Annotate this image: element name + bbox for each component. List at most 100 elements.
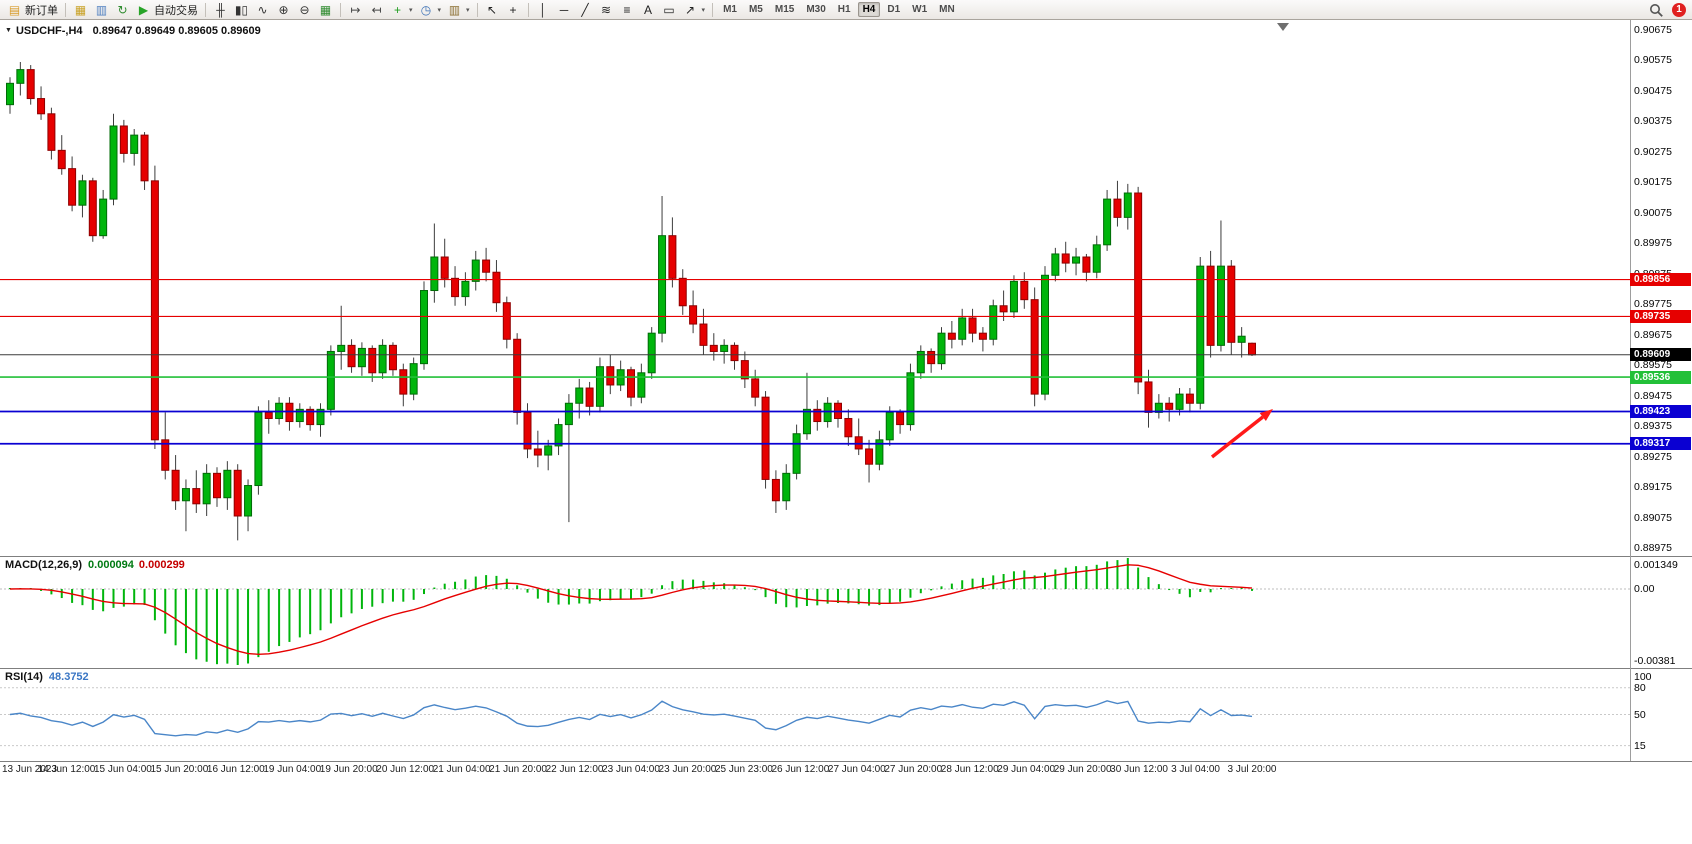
vertical-line-icon: │ xyxy=(539,2,547,17)
timeframe-m15-button[interactable]: M15 xyxy=(774,4,795,15)
text-button[interactable]: A xyxy=(638,1,659,19)
text-label-icon: ▭ xyxy=(663,2,675,17)
main-toolbar: ▤ 新订单 ▦ ▥ ↻ ▶ 自动交易 ╫ ▮▯ ∿ ⊕ ⊖ ▦ ↦ ↤ + ▾ ◷ ▾ ▥ ▾ ↖ + │ ─ ╱ ≋ ≡ A ▭ ↗ ▾ M1… xyxy=(0,0,1692,20)
auto-trading-button-label: 自动交易 xyxy=(154,4,198,17)
notification-badge[interactable]: 1 xyxy=(1672,3,1686,17)
text-icon: A xyxy=(644,2,653,17)
horizontal-line-objects[interactable] xyxy=(0,278,1630,445)
symbol-period-label: USDCHF-,H4 xyxy=(15,25,83,37)
cursor-icon: ↖ xyxy=(487,2,498,17)
objects-dropdown-icon[interactable]: ▼ xyxy=(5,27,12,34)
chart-shift-marker[interactable] xyxy=(1277,23,1289,31)
ohlc-values: 0.89647 0.89649 0.89605 0.89609 xyxy=(92,25,261,37)
zoom-in-button[interactable]: ⊕ xyxy=(273,1,294,19)
periods-icon: ◷ xyxy=(420,2,432,17)
indicators-icon: + xyxy=(393,2,401,17)
zoom-out-icon: ⊖ xyxy=(299,2,310,17)
line-chart-type-icon: ∿ xyxy=(257,2,268,17)
drawn-arrow-head[interactable] xyxy=(1259,409,1273,421)
panel-frame xyxy=(0,20,1692,762)
bar-chart-type-icon: ╫ xyxy=(216,2,225,17)
toolbar-separator xyxy=(476,2,478,17)
channel-icon: ≡ xyxy=(623,2,631,17)
crosshair-icon: + xyxy=(509,2,517,17)
timeframe-m30-button[interactable]: M30 xyxy=(806,4,826,15)
toolbar-separator xyxy=(205,2,206,17)
auto-trading-icon: ▶ xyxy=(138,2,149,17)
macd-value-main: 0.000094 xyxy=(88,559,134,571)
zoom-in-icon: ⊕ xyxy=(278,2,289,17)
dropdown-chevron-icon: ▾ xyxy=(437,6,442,14)
chart-shift-button[interactable]: ↤ xyxy=(366,1,387,19)
new-order-button[interactable]: ▤ 新订单 xyxy=(4,1,61,19)
refresh-icon: ↻ xyxy=(117,2,128,17)
timeframe-h4-button[interactable]: H4 xyxy=(857,2,881,17)
fibonacci-icon: ≋ xyxy=(601,2,612,17)
timeframe-h1-button[interactable]: H1 xyxy=(837,4,851,15)
candlestick-chart-type-button[interactable]: ▮▯ xyxy=(231,1,252,19)
candles-layer[interactable] xyxy=(6,61,1256,541)
templates-icon: ▥ xyxy=(448,2,461,17)
macd-signal-line xyxy=(9,564,1253,655)
crosshair-button[interactable]: + xyxy=(503,1,524,19)
charts-stack-icon: ▥ xyxy=(95,2,108,17)
dropdown-chevron-icon: ▾ xyxy=(466,6,470,14)
rsi-title: RSI(14) 48.3752 xyxy=(5,671,89,683)
auto-scroll-icon: ↦ xyxy=(350,2,361,17)
auto-trading-button[interactable]: ▶ 自动交易 xyxy=(133,1,201,19)
profiles-icon: ▦ xyxy=(74,2,87,17)
trendline-icon: ╱ xyxy=(581,2,589,17)
periods-button[interactable]: ◷ ▾ xyxy=(416,1,445,19)
templates-button[interactable]: ▥ ▾ xyxy=(444,1,473,19)
fibonacci-button[interactable]: ≋ xyxy=(596,1,617,19)
tile-windows-icon: ▦ xyxy=(319,2,332,17)
dropdown-chevron-icon: ▾ xyxy=(701,6,706,14)
indicators-button[interactable]: + ▾ xyxy=(387,1,416,19)
bar-chart-type-button[interactable]: ╫ xyxy=(210,1,231,19)
toolbar-right: 1 xyxy=(1649,0,1686,20)
timeframe-w1-button[interactable]: W1 xyxy=(912,4,928,15)
macd-title: MACD(12,26,9) 0.000094 0.000299 xyxy=(5,559,185,571)
arrows-button[interactable]: ↗ ▾ xyxy=(680,1,709,19)
horizontal-line-icon: ─ xyxy=(559,2,569,17)
new-order-button-label: 新订单 xyxy=(25,4,58,17)
rsi-name: RSI(14) xyxy=(5,671,43,683)
refresh-button[interactable]: ↻ xyxy=(112,1,133,19)
drawn-arrow[interactable] xyxy=(1210,415,1264,459)
line-chart-type-button[interactable]: ∿ xyxy=(252,1,273,19)
auto-scroll-button[interactable]: ↦ xyxy=(345,1,366,19)
horizontal-line-button[interactable]: ─ xyxy=(554,1,575,19)
time-axis[interactable] xyxy=(0,762,1692,782)
timeframe-m5-button[interactable]: M5 xyxy=(748,4,763,15)
arrows-icon: ↗ xyxy=(685,2,696,17)
text-label-button[interactable]: ▭ xyxy=(659,1,680,19)
rsi-line xyxy=(9,700,1253,737)
chart-shift-icon: ↤ xyxy=(371,2,382,17)
new-order-icon: ▤ xyxy=(8,2,21,17)
macd-name: MACD(12,26,9) xyxy=(5,559,83,571)
tile-windows-button[interactable]: ▦ xyxy=(315,1,336,19)
toolbar-separator xyxy=(65,2,66,17)
search-icon[interactable] xyxy=(1649,3,1664,18)
timeframe-d1-button[interactable]: D1 xyxy=(887,4,901,15)
vertical-line-button[interactable]: │ xyxy=(533,1,554,19)
toolbar-items: ▤ 新订单 ▦ ▥ ↻ ▶ 自动交易 ╫ ▮▯ ∿ ⊕ ⊖ ▦ ↦ ↤ + ▾ ◷ ▾ ▥ ▾ ↖ + │ ─ ╱ ≋ ≡ A ▭ ↗ ▾ M1… xyxy=(4,0,961,20)
zoom-out-button[interactable]: ⊖ xyxy=(294,1,315,19)
channel-button[interactable]: ≡ xyxy=(617,1,638,19)
cursor-button[interactable]: ↖ xyxy=(482,1,503,19)
timeframe-mn-button[interactable]: MN xyxy=(939,4,955,15)
toolbar-separator xyxy=(527,2,529,17)
charts-stack-button[interactable]: ▥ xyxy=(91,1,112,19)
chart-title: ▼ USDCHF-,H4 0.89647 0.89649 0.89605 0.896… xyxy=(5,25,261,37)
profiles-button[interactable]: ▦ xyxy=(70,1,91,19)
candlestick-chart-type-icon: ▮▯ xyxy=(234,2,249,17)
macd-value-signal: 0.000299 xyxy=(138,559,185,571)
timeframe-m1-button[interactable]: M1 xyxy=(723,4,737,15)
toolbar-separator xyxy=(340,2,341,17)
trendline-button[interactable]: ╱ xyxy=(575,1,596,19)
toolbar-separator xyxy=(712,2,714,17)
price-axis[interactable] xyxy=(1630,20,1692,761)
rsi-value: 48.3752 xyxy=(48,671,89,683)
